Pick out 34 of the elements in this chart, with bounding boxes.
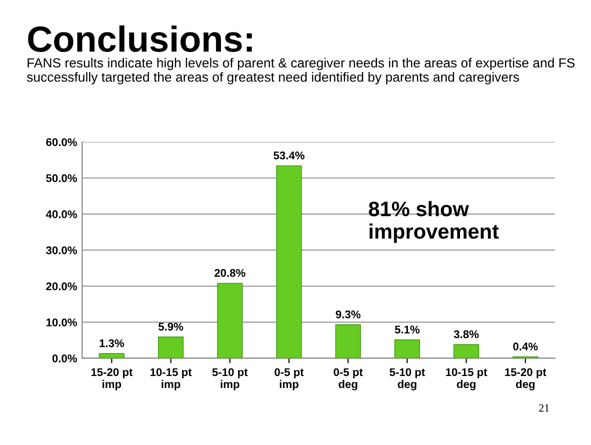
data-label: 20.8%	[214, 269, 246, 277]
bar	[217, 282, 243, 358]
x-tick-label: 0-5 pt deg	[334, 368, 363, 390]
bar	[276, 165, 302, 358]
x-tick-label: 10-15 pt deg	[446, 368, 488, 390]
x-tick-label: 15-20 pt imp	[91, 368, 133, 390]
data-label: 1.3%	[100, 339, 124, 348]
y-tick-label: 30.0%	[46, 246, 77, 254]
data-label: 5.1%	[394, 326, 420, 334]
chart-title: Conclusions:	[28, 25, 252, 52]
data-label: 53.4%	[274, 152, 304, 160]
x-tick-label: 10-15 pt imp	[150, 368, 192, 390]
data-label: 9.3%	[336, 310, 360, 318]
y-tick-label: 20.0%	[46, 282, 77, 290]
bar	[158, 336, 184, 358]
text: 21	[539, 404, 549, 412]
bar	[335, 324, 361, 358]
x-tick-label: 15-20 pt deg	[505, 368, 546, 390]
y-tick-label: 10.0%	[46, 318, 77, 326]
annotation: 81% show improvement	[368, 201, 499, 243]
y-tick-label: 0.0%	[52, 354, 77, 362]
data-label: 5.9%	[158, 322, 184, 331]
data-label: 0.4%	[513, 342, 538, 350]
x-tick-label: 5-10 pt imp	[212, 368, 248, 390]
chart-subtitle: FANS results indicate high levels of parent & caregiver needs in the areas of expertise and FS successfully targeted the areas of greatest need identified by parents and caregivers	[26, 58, 575, 84]
bar	[394, 339, 420, 358]
bar	[453, 344, 480, 358]
bar	[98, 353, 125, 358]
x-tick-label: 5-10 pt deg	[390, 368, 425, 390]
data-label: 3.8%	[454, 330, 479, 338]
x-tick-label: 0-5 pt imp	[274, 368, 304, 390]
y-tick-label: 40.0%	[46, 210, 77, 218]
y-tick-label: 50.0%	[46, 174, 77, 182]
y-tick-label: 60.0%	[46, 138, 77, 146]
